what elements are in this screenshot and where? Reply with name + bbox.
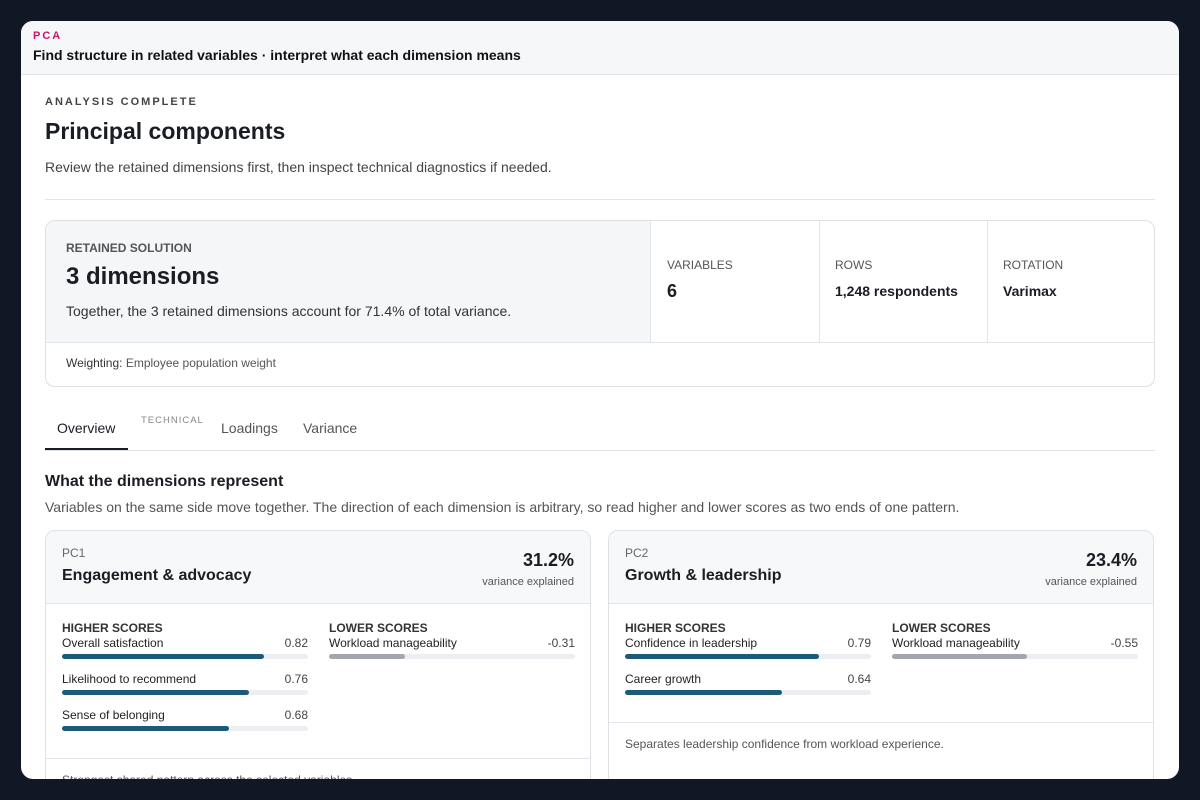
summary-box: RETAINED SOLUTION 3 dimensions Together,… bbox=[45, 220, 1155, 387]
variable-name: Likelihood to recommend bbox=[62, 672, 197, 686]
variable-name: Sense of belonging bbox=[62, 708, 165, 722]
component-note: Strongest shared pattern across the sele… bbox=[62, 770, 356, 779]
tab-group-label: TECHNICAL bbox=[141, 415, 204, 426]
loading-bar bbox=[625, 654, 820, 659]
component-card: PC2 Growth & leadership 23.4% variance expl… bbox=[608, 530, 1154, 779]
stat-value: 1,248 respondents bbox=[835, 283, 958, 299]
divider bbox=[46, 342, 1154, 343]
variable-name: Overall satisfaction bbox=[62, 636, 164, 650]
variance: 31.2% bbox=[522, 550, 574, 570]
divider bbox=[609, 722, 1153, 723]
header-tag: PCA bbox=[33, 30, 63, 42]
variance: 23.4% bbox=[1085, 550, 1137, 570]
summary-main bbox=[46, 221, 651, 342]
loading-bar bbox=[329, 654, 406, 659]
stat-value: Varimax bbox=[1003, 283, 1057, 299]
column-label: LOWER SCORES bbox=[329, 621, 428, 635]
eyebrow: ANALYSIS COMPLETE bbox=[45, 96, 198, 108]
active-tab-indicator bbox=[45, 448, 128, 450]
weighting-label: Weighting: bbox=[66, 356, 123, 370]
component-note: Separates leadership confidence from wor… bbox=[625, 737, 944, 751]
header-title: Find structure in related variables · in… bbox=[33, 47, 521, 63]
loading-value: 0.79 bbox=[847, 636, 871, 650]
card-header bbox=[46, 531, 590, 604]
loading-track bbox=[329, 654, 575, 659]
loading-value: -0.55 bbox=[1110, 636, 1138, 650]
loading-bar bbox=[892, 654, 1028, 659]
variance-label: variance explained bbox=[1045, 576, 1137, 588]
section-title: What the dimensions represent bbox=[45, 473, 284, 490]
loading-value: 0.82 bbox=[284, 636, 308, 650]
variable-name: Workload manageability bbox=[329, 636, 457, 650]
summary-description: Together, the 3 retained dimensions acco… bbox=[66, 303, 512, 319]
component-id: PC1 bbox=[62, 546, 86, 560]
component-name: Growth & leadership bbox=[625, 567, 782, 584]
column-label: HIGHER SCORES bbox=[62, 621, 163, 635]
page-title: Principal components bbox=[45, 118, 286, 144]
divider bbox=[45, 199, 1155, 200]
variable-name: Career growth bbox=[625, 672, 702, 686]
loading-bar bbox=[62, 690, 249, 695]
tab[interactable]: Overview bbox=[57, 420, 116, 436]
card-header bbox=[609, 531, 1153, 604]
loading-value: 0.68 bbox=[284, 708, 308, 722]
section-description: Variables on the same side move together… bbox=[45, 499, 960, 515]
summary-label: RETAINED SOLUTION bbox=[66, 241, 192, 255]
header-bar bbox=[21, 21, 1179, 75]
tab-bar: Overview Loadings Variance TECHNICAL bbox=[45, 407, 1155, 451]
divider bbox=[987, 221, 988, 342]
stat-value: 6 bbox=[667, 281, 678, 301]
page-description: Review the retained dimensions first, th… bbox=[45, 159, 552, 175]
weighting: Weighting: Employee population weight bbox=[66, 353, 276, 373]
stat-label: ROTATION bbox=[1003, 258, 1064, 272]
tab[interactable]: Variance bbox=[303, 420, 358, 436]
window: PCA Find structure in related variables … bbox=[21, 21, 1179, 779]
component-name: Engagement & advocacy bbox=[62, 567, 252, 584]
loading-value: -0.31 bbox=[547, 636, 575, 650]
tab[interactable]: Loadings bbox=[221, 420, 278, 436]
divider bbox=[46, 758, 590, 759]
divider bbox=[819, 221, 820, 342]
variance-label: variance explained bbox=[482, 576, 574, 588]
stat-label: ROWS bbox=[835, 258, 873, 272]
column-label: LOWER SCORES bbox=[892, 621, 991, 635]
variable-name: Workload manageability bbox=[892, 636, 1020, 650]
loading-bar bbox=[62, 654, 264, 659]
column-label: HIGHER SCORES bbox=[625, 621, 726, 635]
loading-bar bbox=[625, 690, 783, 695]
summary-value: 3 dimensions bbox=[66, 263, 220, 290]
loading-value: 0.64 bbox=[847, 672, 871, 686]
loading-value: 0.76 bbox=[284, 672, 308, 686]
component-card: PC1 Engagement & advocacy 31.2% variance ex… bbox=[45, 530, 591, 779]
loading-bar bbox=[62, 726, 230, 731]
variable-name: Confidence in leadership bbox=[625, 636, 758, 650]
stat-label: VARIABLES bbox=[667, 258, 733, 272]
component-id: PC2 bbox=[625, 546, 649, 560]
weighting-value: Employee population weight bbox=[125, 356, 276, 370]
